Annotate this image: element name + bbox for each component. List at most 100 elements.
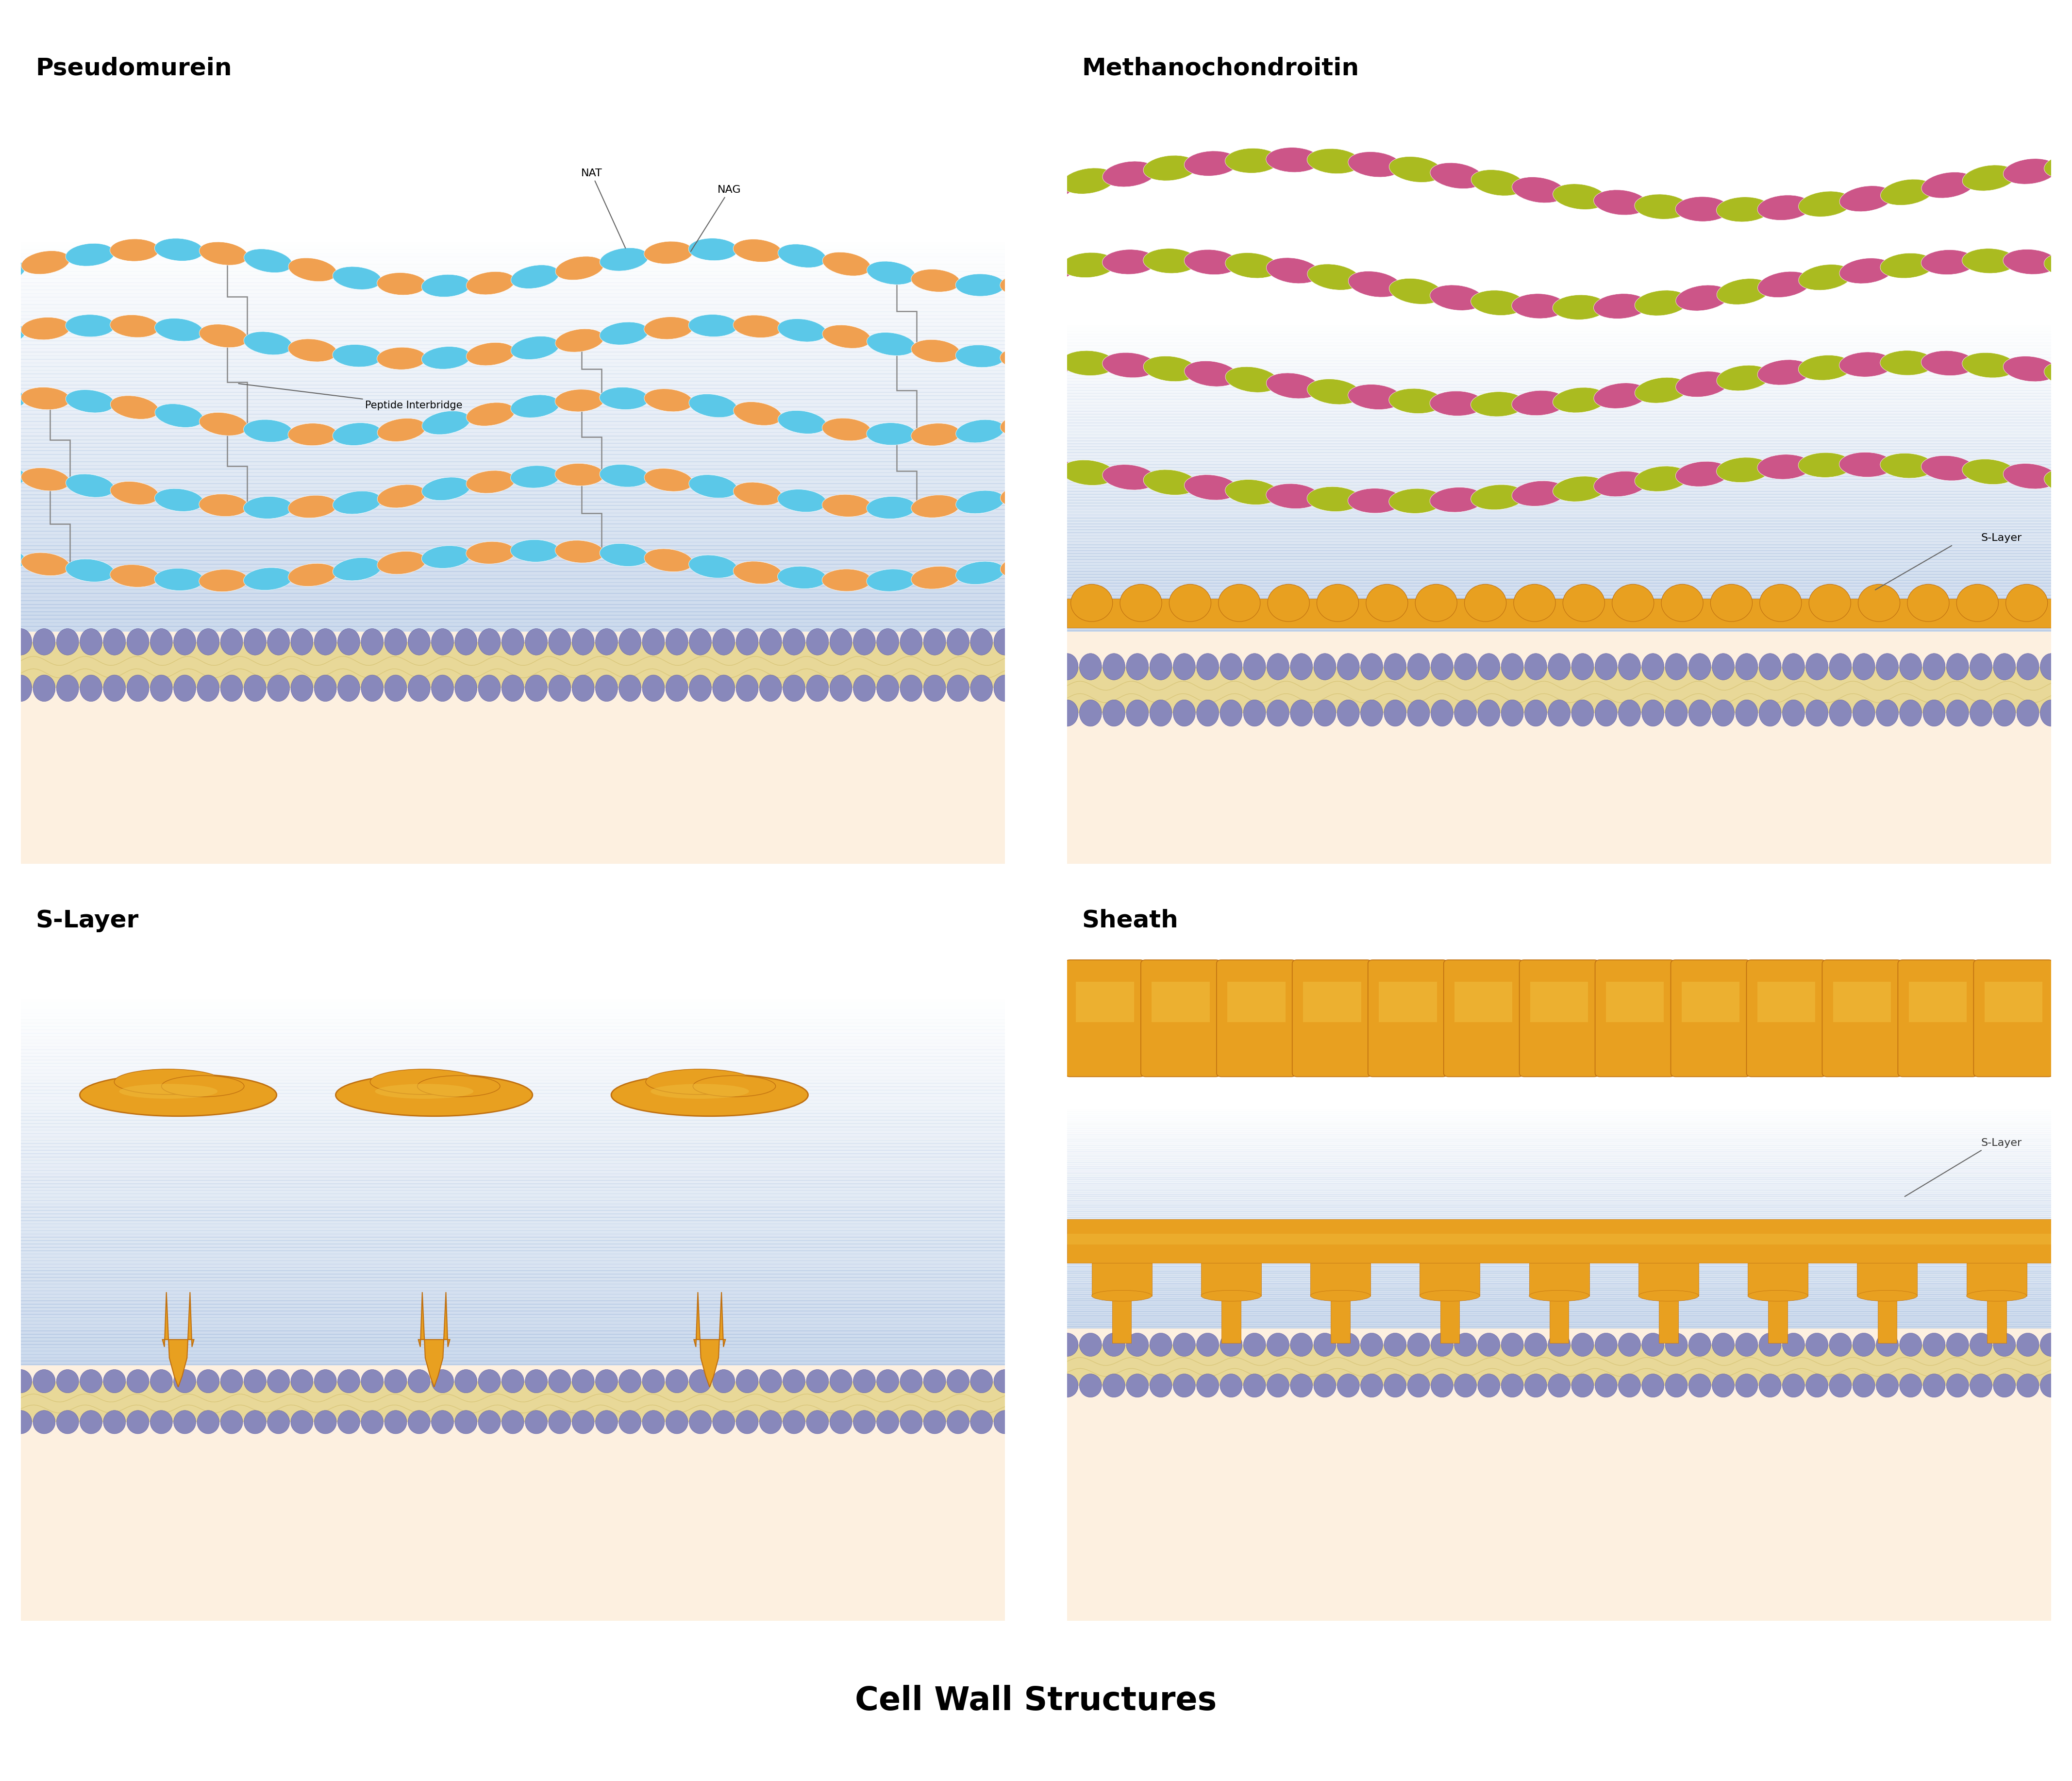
Ellipse shape: [81, 1370, 102, 1393]
Ellipse shape: [33, 629, 56, 655]
Bar: [21, 278, 1005, 283]
Bar: [1067, 1231, 2051, 1232]
Ellipse shape: [1121, 584, 1162, 622]
Ellipse shape: [1782, 1332, 1805, 1357]
Bar: [21, 1147, 1005, 1151]
Ellipse shape: [2041, 700, 2062, 727]
Ellipse shape: [0, 547, 25, 570]
Ellipse shape: [479, 1411, 501, 1434]
Ellipse shape: [1144, 248, 1198, 272]
Bar: [1067, 1273, 2051, 1275]
Ellipse shape: [1548, 700, 1571, 727]
Bar: [1067, 1286, 2051, 1288]
Bar: [1067, 556, 2051, 559]
Ellipse shape: [408, 675, 431, 702]
Bar: [21, 486, 1005, 492]
Bar: [1067, 1288, 2051, 1291]
Bar: [1067, 598, 2051, 627]
Bar: [1075, 981, 1133, 1022]
Bar: [21, 1076, 1005, 1081]
Ellipse shape: [33, 1370, 56, 1393]
Bar: [1966, 1263, 2026, 1297]
Ellipse shape: [876, 629, 899, 655]
Ellipse shape: [1962, 353, 2016, 378]
Bar: [1067, 1320, 2051, 1323]
Ellipse shape: [1127, 700, 1148, 727]
Bar: [21, 1113, 1005, 1117]
Ellipse shape: [1388, 488, 1442, 513]
Ellipse shape: [66, 390, 114, 413]
Ellipse shape: [555, 463, 605, 486]
Bar: [1067, 632, 2051, 864]
Bar: [21, 582, 1005, 586]
Bar: [21, 1019, 1005, 1024]
Ellipse shape: [56, 1370, 79, 1393]
Ellipse shape: [1595, 700, 1616, 727]
Bar: [1067, 582, 2051, 586]
Text: NAT: NAT: [580, 169, 626, 248]
Ellipse shape: [56, 629, 79, 655]
Bar: [21, 1338, 1005, 1341]
Bar: [1067, 386, 2051, 390]
Ellipse shape: [1225, 148, 1278, 173]
Ellipse shape: [2006, 584, 2047, 622]
Bar: [1067, 324, 2051, 328]
Ellipse shape: [1552, 476, 1606, 502]
Ellipse shape: [644, 317, 694, 340]
Bar: [1067, 1134, 2051, 1138]
Ellipse shape: [1618, 700, 1641, 727]
Ellipse shape: [1946, 654, 1968, 680]
Ellipse shape: [1966, 1289, 2026, 1302]
Bar: [1067, 563, 2051, 566]
Ellipse shape: [408, 1370, 431, 1393]
Bar: [1067, 547, 2051, 550]
Ellipse shape: [854, 1370, 876, 1393]
Ellipse shape: [760, 675, 781, 702]
Ellipse shape: [970, 1411, 992, 1434]
Ellipse shape: [947, 1411, 970, 1434]
Ellipse shape: [33, 675, 56, 702]
Bar: [21, 1177, 1005, 1181]
Bar: [1067, 1208, 2051, 1209]
Ellipse shape: [220, 1411, 242, 1434]
Bar: [21, 1143, 1005, 1147]
Bar: [21, 1213, 1005, 1218]
Ellipse shape: [155, 404, 203, 427]
Bar: [21, 274, 1005, 280]
Ellipse shape: [549, 1370, 570, 1393]
Ellipse shape: [220, 1370, 242, 1393]
Ellipse shape: [665, 1370, 688, 1393]
Ellipse shape: [421, 545, 470, 568]
Ellipse shape: [611, 1074, 808, 1117]
FancyBboxPatch shape: [1975, 960, 2053, 1078]
Ellipse shape: [1349, 385, 1403, 410]
Bar: [21, 264, 1005, 269]
Ellipse shape: [1798, 452, 1852, 477]
Ellipse shape: [620, 629, 640, 655]
Bar: [1067, 1197, 2051, 1199]
Ellipse shape: [1318, 584, 1359, 622]
Ellipse shape: [1307, 379, 1361, 404]
Bar: [1067, 467, 2051, 470]
Ellipse shape: [315, 629, 336, 655]
Ellipse shape: [777, 490, 827, 513]
Ellipse shape: [1384, 654, 1407, 680]
Bar: [1067, 363, 2051, 367]
Bar: [1067, 663, 2051, 666]
Ellipse shape: [1336, 1373, 1359, 1398]
Bar: [21, 253, 1005, 256]
Ellipse shape: [1127, 1373, 1148, 1398]
Ellipse shape: [1595, 654, 1616, 680]
Bar: [1067, 634, 2051, 638]
Ellipse shape: [595, 675, 617, 702]
Ellipse shape: [1061, 351, 1115, 376]
Bar: [1529, 1263, 1589, 1297]
Bar: [21, 242, 1005, 246]
Ellipse shape: [595, 1411, 617, 1434]
Bar: [1067, 1115, 2051, 1118]
Ellipse shape: [1169, 584, 1210, 622]
Bar: [1067, 1236, 2051, 1240]
Ellipse shape: [713, 675, 736, 702]
Bar: [1067, 545, 2051, 549]
Bar: [1067, 447, 2051, 451]
